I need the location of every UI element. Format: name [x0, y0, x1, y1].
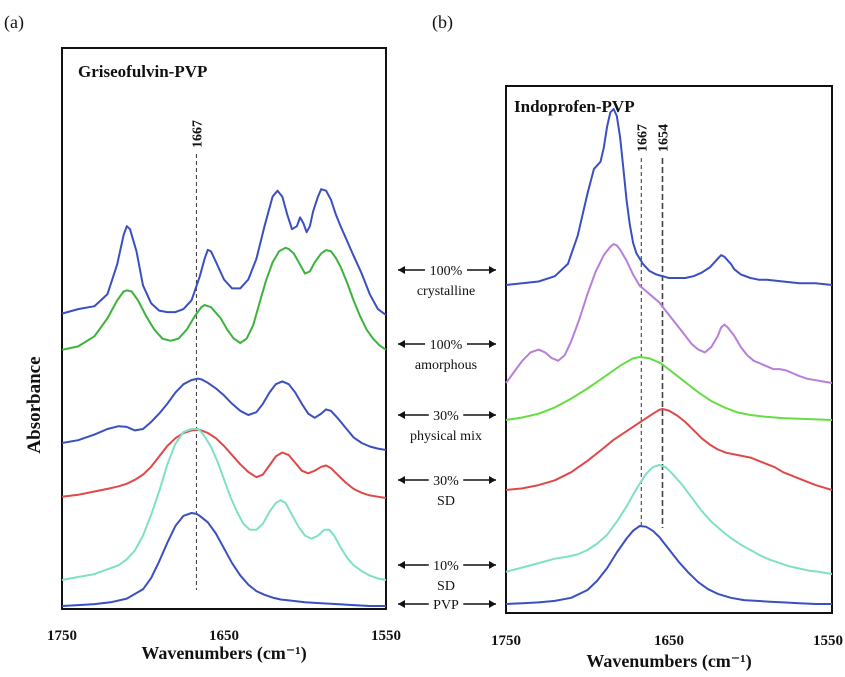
chart-panel-indoprofen: Indoprofen-PVP 1667 1654 1750 1650 1550 W… [491, 85, 843, 672]
right-arrowhead [489, 340, 496, 348]
series-group [505, 108, 833, 605]
series-line [61, 512, 386, 607]
series-group [61, 188, 387, 607]
condition-line2: amorphous [415, 358, 477, 373]
x-axis-label: Wavenumbers (cm⁻¹) [586, 651, 751, 672]
left-arrowhead [398, 476, 405, 484]
x-tick-label: 1750 [491, 633, 521, 649]
series-line [505, 108, 833, 286]
condition-line2: SD [437, 579, 455, 594]
condition-label: 10% SD [398, 559, 496, 594]
left-arrowhead [398, 411, 405, 419]
peak-markers: 1667 [190, 120, 205, 590]
x-tick-label: 1550 [371, 628, 401, 644]
condition-line1: 30% [433, 409, 459, 424]
condition-line2: crystalline [417, 284, 475, 299]
plot-frame [61, 47, 387, 610]
condition-labels: 100% crystalline 100% amorphous 30% physical … [398, 264, 496, 613]
condition-label: PVP [398, 598, 496, 613]
left-arrowhead [398, 340, 405, 348]
panel-b-label: (b) [432, 12, 453, 33]
x-tick-label: 1650 [209, 628, 239, 644]
plot-frame [505, 85, 833, 614]
condition-line2: SD [437, 494, 455, 509]
chart-title: Griseofulvin-PVP [78, 62, 207, 81]
peak-marker-label: 1667 [190, 120, 205, 148]
series-line [505, 408, 833, 491]
x-tick-label: 1750 [47, 628, 77, 644]
condition-line1: PVP [433, 598, 459, 613]
series-line [505, 525, 832, 605]
x-ticks: 1750 1650 1550 [491, 633, 843, 649]
series-line [505, 464, 833, 575]
x-tick-label: 1650 [654, 633, 684, 649]
right-arrowhead [489, 266, 496, 274]
series-line [505, 356, 833, 421]
right-arrowhead [489, 411, 496, 419]
series-line [61, 377, 387, 451]
left-arrowhead [398, 266, 405, 274]
condition-label: 100% amorphous [398, 338, 496, 373]
series-line [61, 246, 387, 351]
x-axis-label: Wavenumbers (cm⁻¹) [141, 643, 306, 664]
panel-a-label: (a) [4, 12, 24, 33]
condition-line1: 30% [433, 474, 459, 489]
right-arrowhead [489, 476, 496, 484]
left-arrowhead [398, 600, 405, 608]
condition-label: 30% SD [398, 474, 496, 509]
series-line [61, 428, 387, 499]
right-arrowhead [489, 600, 496, 608]
chart-panel-griseofulvin: Griseofulvin-PVP 1667 1750 1650 1550 Wav… [47, 47, 401, 664]
series-line [505, 243, 833, 384]
condition-line2: physical mix [410, 429, 482, 444]
x-ticks: 1750 1650 1550 [47, 628, 401, 644]
left-arrowhead [398, 561, 405, 569]
condition-label: 30% physical mix [398, 409, 496, 444]
right-arrowhead [489, 561, 496, 569]
x-tick-label: 1550 [813, 633, 843, 649]
condition-line1: 100% [430, 264, 463, 279]
y-axis-label: Absorbance [24, 356, 45, 453]
peak-marker-label: 1654 [656, 124, 671, 152]
peak-marker-label: 1667 [635, 124, 650, 152]
chart-title: Indoprofen-PVP [514, 97, 635, 116]
condition-label: 100% crystalline [398, 264, 496, 299]
series-line [61, 428, 387, 581]
series-line [61, 188, 387, 316]
condition-line1: 10% [433, 559, 459, 574]
condition-line1: 100% [430, 338, 463, 353]
